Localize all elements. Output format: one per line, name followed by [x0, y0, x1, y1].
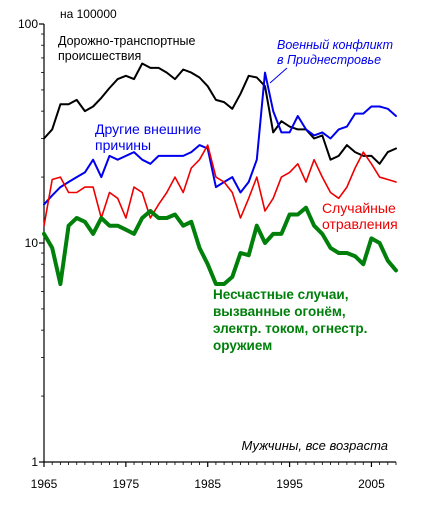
annotation-poison-line2: отравления: [322, 216, 398, 232]
x-tick-label: 2005: [358, 477, 385, 491]
series-layer: [42, 62, 398, 286]
y-ticks: 1 10 100: [18, 17, 44, 469]
y-tick-label: 10: [25, 236, 39, 250]
y-tick-label: 100: [18, 17, 38, 31]
annotation-road: Дорожно-транспортные происшествия: [58, 34, 199, 63]
annotation-fire-line3: электр. током, огнестр.: [213, 321, 367, 336]
annotation-fire: Несчастные случаи, вызванные огонём, эле…: [213, 287, 371, 353]
chart-caption: Мужчины, все возраста: [241, 438, 388, 453]
annotation-fire-line4: оружием: [213, 338, 272, 353]
series-line-fire-electric-firearm: [42, 205, 398, 286]
y-unit-label: на 100000: [60, 7, 117, 21]
annotation-other: Другие внешние причины: [95, 121, 205, 153]
annotation-conflict-line1: Военный конфликт: [277, 38, 393, 52]
y-tick-label: 1: [31, 455, 38, 469]
x-tick-label: 1985: [194, 477, 221, 491]
annotation-other-line1: Другие внешние: [95, 121, 201, 137]
annotation-fire-line1: Несчастные случаи,: [213, 287, 348, 302]
annotation-fire-line2: вызванные огонём,: [213, 304, 346, 319]
annotation-poison: Случайные отравления: [322, 200, 400, 232]
annotation-poison-line1: Случайные: [322, 200, 396, 216]
x-tick-label: 1995: [276, 477, 303, 491]
annotation-conflict-pointer: [269, 67, 288, 84]
x-tick-label: 1975: [113, 477, 140, 491]
series-line-other-external: [43, 71, 397, 206]
x-ticks: 1965 1975 1985 1995 2005: [31, 462, 397, 491]
x-tick-label: 1965: [31, 477, 58, 491]
series-line-road-traffic: [43, 62, 397, 165]
annotation-conflict-line2: в Приднестровье: [277, 53, 381, 67]
annotation-road-line1: Дорожно-транспортные: [58, 34, 195, 48]
annotation-road-line2: происшествия: [58, 49, 141, 63]
annotation-conflict: Военный конфликт в Приднестровье: [277, 38, 396, 67]
series-line-accidental-poisoning: [43, 144, 397, 227]
annotation-other-line2: причины: [95, 137, 151, 153]
